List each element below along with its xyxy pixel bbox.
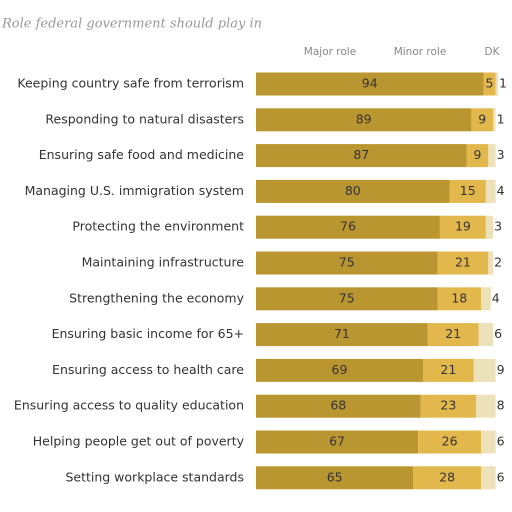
bar-segment [256, 179, 450, 203]
category-label: Maintaining infrastructure [82, 255, 245, 270]
bar-segment [481, 287, 491, 311]
value-label: 4 [497, 183, 505, 198]
value-label: 21 [445, 326, 461, 341]
value-label: 71 [334, 326, 350, 341]
value-label: 94 [362, 76, 378, 91]
value-label: 6 [494, 326, 502, 341]
bar-segment [493, 108, 496, 132]
value-label: 4 [492, 290, 500, 305]
value-label: 75 [339, 255, 355, 270]
value-label: 87 [353, 147, 369, 162]
value-label: 69 [332, 362, 348, 377]
bar-segment [413, 466, 482, 490]
value-label: 6 [497, 434, 505, 449]
bar-segment [495, 72, 498, 96]
bar-segment [256, 72, 484, 96]
category-label: Keeping country safe from terrorism [17, 76, 244, 91]
category-label: Responding to natural disasters [45, 111, 244, 126]
value-label: 3 [497, 147, 505, 162]
bar-segment [488, 251, 494, 275]
bar-segment [256, 466, 414, 490]
bar-segment [481, 466, 496, 490]
bar-segment [256, 358, 423, 382]
bar-segment [256, 323, 428, 347]
bar-segment [466, 144, 489, 168]
value-label: 8 [497, 398, 505, 413]
value-label: 3 [494, 219, 502, 234]
value-label: 1 [497, 111, 505, 126]
bar-segment [256, 251, 438, 275]
bar-segment [449, 179, 486, 203]
value-label: 75 [339, 290, 355, 305]
value-label: 28 [439, 469, 455, 484]
bar-segment [473, 358, 496, 382]
value-label: 19 [455, 219, 471, 234]
category-label: Protecting the environment [72, 219, 244, 234]
category-label: Managing U.S. immigration system [25, 183, 244, 198]
value-label: 26 [442, 434, 458, 449]
bar-segment [439, 215, 486, 239]
category-label: Setting workplace standards [65, 469, 244, 484]
legend-label: Major role [304, 46, 356, 58]
bar-segment [437, 251, 489, 275]
value-label: 9 [478, 111, 486, 126]
value-label: 9 [473, 147, 481, 162]
value-label: 15 [460, 183, 476, 198]
bar-segment [485, 215, 494, 239]
value-label: 5 [486, 76, 494, 91]
value-label: 21 [455, 255, 471, 270]
bar-segment [481, 430, 496, 454]
value-label: 80 [345, 183, 361, 198]
bar-segment [420, 394, 477, 418]
value-label: 89 [356, 111, 372, 126]
bar-segment [476, 394, 496, 418]
bar-segment [256, 144, 467, 168]
bar-segment [422, 358, 474, 382]
bar-segment [488, 144, 496, 168]
bar-segment [471, 108, 494, 132]
value-label: 18 [451, 290, 467, 305]
category-label: Ensuring basic income for 65+ [52, 326, 244, 341]
value-label: 21 [440, 362, 456, 377]
bar-segment [256, 215, 440, 239]
legend-label: Minor role [394, 46, 447, 58]
value-label: 23 [440, 398, 456, 413]
bar-segment [418, 430, 482, 454]
value-label: 9 [497, 362, 505, 377]
value-label: 65 [327, 469, 343, 484]
bar-segment [478, 323, 494, 347]
bar-segment [485, 179, 496, 203]
value-label: 68 [330, 398, 346, 413]
bar-segment [256, 394, 421, 418]
bar-segment [437, 287, 482, 311]
category-label: Ensuring access to health care [52, 362, 244, 377]
bar-segment [256, 430, 419, 454]
category-label: Strengthening the economy [69, 290, 244, 305]
category-label: Ensuring access to quality education [14, 398, 244, 413]
value-label: 1 [499, 76, 507, 91]
category-label: Helping people get out of poverty [33, 434, 245, 449]
bar-segment [483, 72, 496, 96]
value-label: 2 [494, 255, 502, 270]
legend-label: DK [485, 46, 501, 58]
value-label: 76 [340, 219, 356, 234]
chart-title: Role federal government should play in [1, 17, 262, 32]
bar-segment [256, 108, 472, 132]
value-label: 6 [497, 469, 505, 484]
category-label: Ensuring safe food and medicine [39, 147, 245, 162]
bar-segment [427, 323, 479, 347]
value-label: 67 [329, 434, 345, 449]
bar-segment [256, 287, 438, 311]
